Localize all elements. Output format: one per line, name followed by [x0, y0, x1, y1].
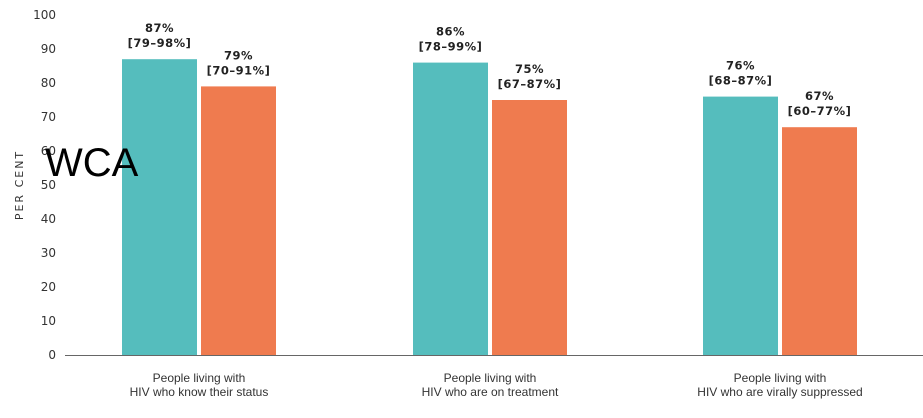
- overlay-text: WCA: [45, 141, 139, 185]
- bar-range-label: [60–77%]: [788, 104, 852, 118]
- bar-range-label: [68–87%]: [709, 74, 773, 88]
- y-tick-label: 50: [41, 178, 56, 192]
- y-tick-label: 30: [41, 246, 56, 260]
- bar: [413, 62, 488, 355]
- y-tick-label: 100: [33, 8, 56, 22]
- bar: [201, 86, 276, 356]
- data-labels: 87%[79–98%] 86%[78–99%] 76%[68–87%] 79%[70–…: [128, 21, 852, 118]
- y-axis-label: PER CENT: [13, 150, 26, 220]
- bar-value-label: 86%: [436, 25, 465, 39]
- bar-range-label: [78–99%]: [419, 40, 483, 54]
- y-tick-label: 70: [41, 110, 56, 124]
- bar-value-label: 75%: [515, 62, 544, 76]
- bar-range-label: [67–87%]: [498, 77, 562, 91]
- x-category-label: HIV who are virally suppressed: [697, 385, 862, 399]
- bar: [492, 100, 567, 355]
- y-tick-label: 90: [41, 42, 56, 56]
- y-tick-label: 40: [41, 212, 56, 226]
- x-category-label: HIV who are on treatment: [422, 385, 559, 399]
- x-category-label: People living with: [153, 371, 246, 385]
- bar-value-label: 67%: [805, 89, 834, 103]
- y-tick-label: 20: [41, 280, 56, 294]
- x-category-label: HIV who know their status: [130, 385, 269, 399]
- bar-value-label: 79%: [224, 48, 253, 62]
- y-axis-ticks: 0 10 20 30 40 50 60 70 80 90 100: [33, 8, 56, 362]
- x-category-label: People living with: [734, 371, 827, 385]
- x-category-label: People living with: [444, 371, 537, 385]
- bar: [782, 127, 857, 355]
- bar: [703, 96, 778, 355]
- bar: [122, 59, 197, 355]
- bar-value-label: 76%: [726, 59, 755, 73]
- y-tick-label: 10: [41, 314, 56, 328]
- bar-range-label: [79–98%]: [128, 36, 192, 50]
- bar-range-label: [70–91%]: [207, 63, 271, 77]
- bar-value-label: 87%: [145, 21, 174, 35]
- bars: [122, 59, 857, 356]
- y-tick-label: 80: [41, 76, 56, 90]
- y-tick-label: 60: [41, 144, 56, 158]
- y-tick-label: 0: [48, 348, 56, 362]
